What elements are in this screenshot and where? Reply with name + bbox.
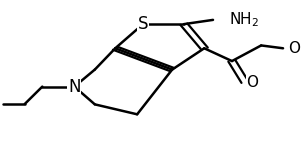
Text: O: O bbox=[288, 41, 300, 56]
Text: NH$_2$: NH$_2$ bbox=[229, 11, 259, 29]
Text: S: S bbox=[138, 15, 148, 33]
Text: O: O bbox=[247, 75, 258, 90]
Text: N: N bbox=[68, 78, 81, 96]
